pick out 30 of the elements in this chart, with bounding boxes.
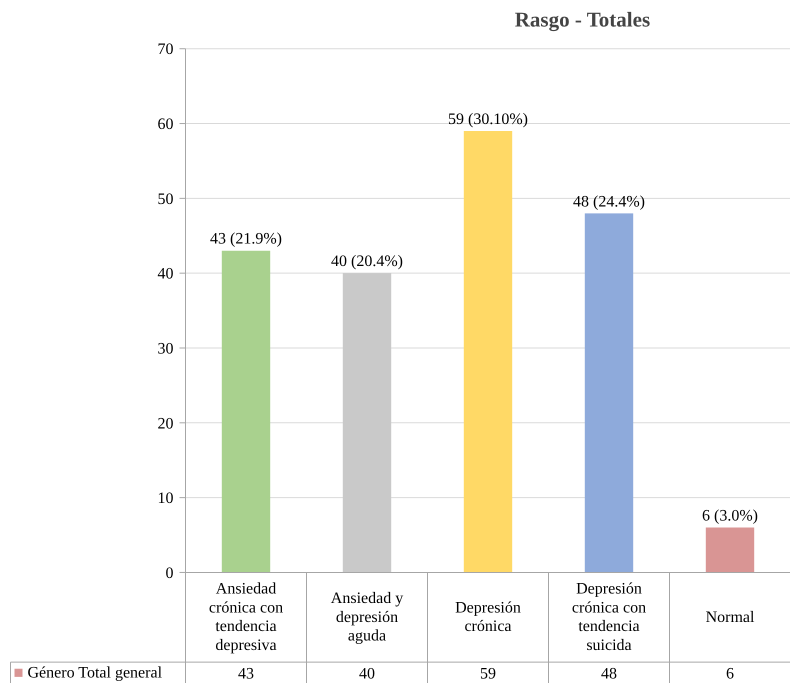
bar [706, 528, 754, 572]
x-tick-label: Ansiedad y depresión aguda [330, 590, 404, 644]
y-tick-label: 30 [158, 340, 174, 358]
x-tick-label: Depresión crónica con tendencia suicida [572, 580, 646, 654]
bar [342, 273, 392, 572]
x-tick-label: Depresión crónica [455, 599, 521, 636]
y-tick-label: 40 [158, 266, 174, 283]
x-tick-label: Ansiedad crónica con tendencia depresiva [208, 580, 284, 654]
y-tick-label: 10 [158, 490, 174, 508]
y-tick-label: 0 [166, 564, 174, 582]
data-label: 6 (3.0%) [702, 508, 758, 525]
x-tick-label: Normal [706, 608, 755, 626]
bar [584, 213, 634, 572]
y-tick-label: 20 [158, 415, 174, 432]
text: 40 [359, 665, 375, 682]
text: 59 [480, 665, 496, 682]
data-label: 43 (21.9%) [210, 230, 282, 248]
y-tick-label: 60 [158, 116, 174, 134]
text: 6 [726, 665, 734, 682]
y-tick-label: 50 [158, 190, 174, 208]
chart-title: Rasgo - Totales [514, 8, 650, 32]
y-tick-label: 70 [158, 41, 174, 58]
data-label: 59 (30.10%) [448, 111, 528, 128]
bar [222, 250, 270, 572]
data-label: 40 (20.4%) [331, 253, 403, 270]
legend-label: Género Total general [28, 664, 163, 682]
text: 48 [601, 665, 617, 682]
bar [464, 131, 512, 572]
data-label: 48 (24.4%) [573, 193, 645, 210]
text: 43 [238, 665, 254, 682]
